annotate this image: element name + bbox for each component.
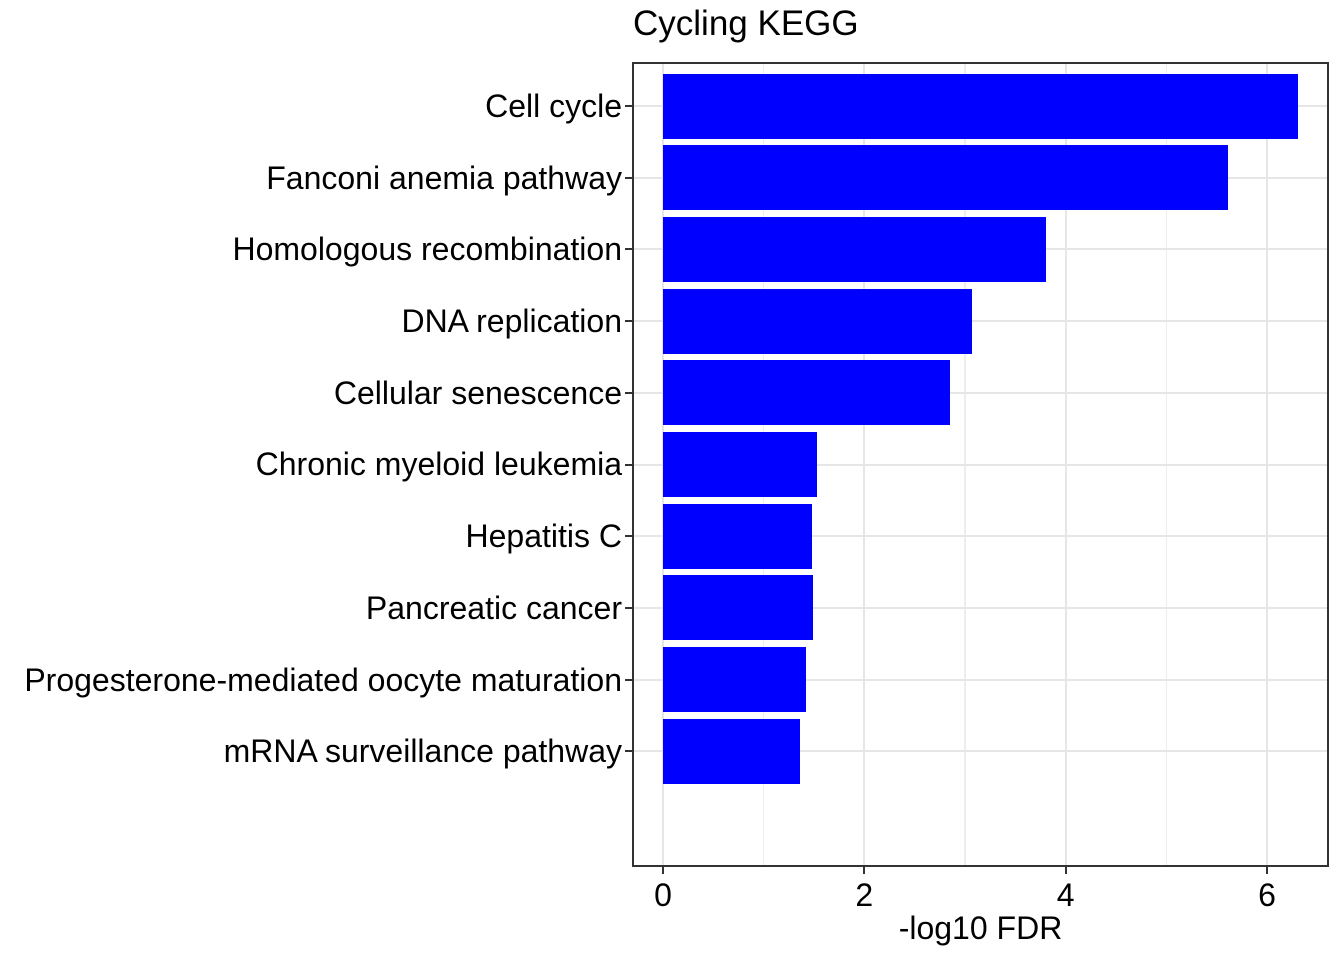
y-axis-label: Cellular senescence — [333, 375, 622, 411]
x-axis-tick-label: 0 — [654, 877, 672, 913]
gridline-major-horizontal — [633, 750, 1328, 753]
bar-mrna-surveillance-pathway — [663, 719, 800, 784]
bar-fanconi-anemia-pathway — [663, 145, 1228, 210]
bar-cellular-senescence — [663, 360, 950, 425]
y-axis-label: Cell cycle — [485, 88, 622, 124]
y-axis-tick — [625, 463, 633, 466]
x-axis-tick — [863, 866, 866, 874]
gridline-major-horizontal — [633, 391, 1328, 394]
y-axis-tick — [625, 176, 633, 179]
y-axis-label: Hepatitis C — [465, 518, 623, 554]
gridline-major-horizontal — [633, 320, 1328, 323]
y-axis-label: Pancreatic cancer — [365, 590, 622, 626]
bar-pancreatic-cancer — [663, 575, 813, 640]
y-axis-label: Progesterone-mediated oocyte maturation — [24, 662, 622, 698]
x-axis-tick-label: 4 — [1056, 877, 1075, 913]
y-axis-tick — [625, 606, 633, 609]
y-axis-label: Homologous recombination — [232, 231, 622, 267]
gridline-major-horizontal — [633, 606, 1328, 609]
x-axis-tick-label: 2 — [855, 877, 874, 913]
bar-cell-cycle — [663, 74, 1298, 139]
y-axis-tick — [625, 391, 633, 394]
y-axis-label: Fanconi anemia pathway — [266, 160, 622, 196]
y-axis-label: mRNA surveillance pathway — [223, 733, 622, 769]
x-axis-tick — [1266, 866, 1269, 874]
y-axis-tick — [625, 750, 633, 753]
y-axis-label: DNA replication — [401, 303, 622, 339]
chart-title: Cycling KEGG — [633, 4, 859, 43]
y-axis-tick — [625, 248, 633, 251]
bar-homologous-recombination — [663, 217, 1046, 282]
y-axis-tick — [625, 105, 633, 108]
bar-progesterone-mediated-oocyte-maturation — [663, 647, 806, 712]
gridline-major-horizontal — [633, 678, 1328, 681]
x-axis-title: -log10 FDR — [898, 910, 1063, 946]
y-axis-label: Chronic myeloid leukemia — [255, 446, 622, 482]
y-axis-tick — [625, 535, 633, 538]
y-axis-tick — [625, 678, 633, 681]
x-axis-tick — [1064, 866, 1067, 874]
y-axis-tick — [625, 320, 633, 323]
bar-dna-replication — [663, 289, 972, 354]
bar-chronic-myeloid-leukemia — [663, 432, 817, 497]
x-axis-tick-label: 6 — [1258, 877, 1276, 913]
bar-hepatitis-c — [663, 504, 812, 569]
gridline-major-horizontal — [633, 535, 1328, 538]
x-axis-tick — [662, 866, 664, 874]
gridline-major-horizontal — [633, 463, 1328, 466]
